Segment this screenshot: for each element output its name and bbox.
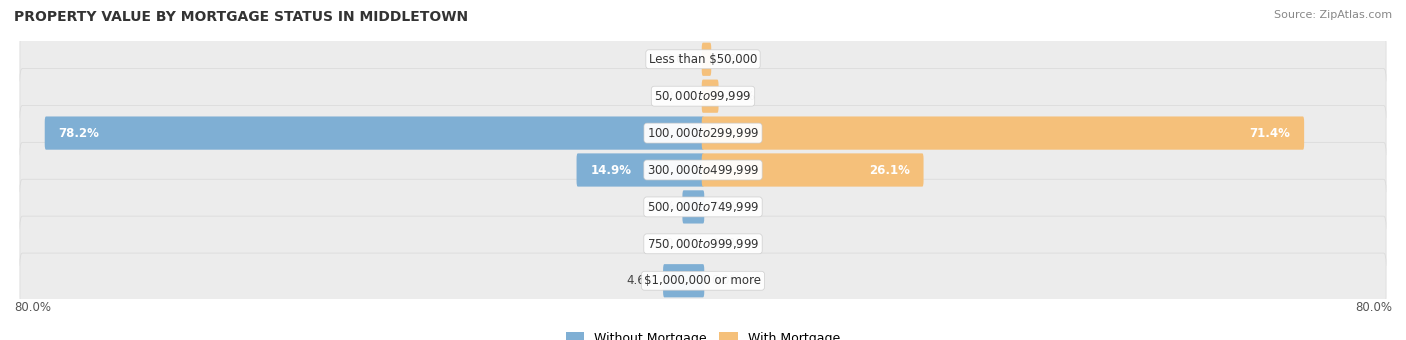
FancyBboxPatch shape [576, 153, 704, 187]
Text: 1.7%: 1.7% [725, 90, 755, 103]
Text: 0.0%: 0.0% [665, 237, 695, 250]
FancyBboxPatch shape [20, 253, 1386, 308]
FancyBboxPatch shape [20, 68, 1386, 124]
Text: 0.0%: 0.0% [711, 237, 741, 250]
Text: $1,000,000 or more: $1,000,000 or more [644, 274, 762, 287]
Text: $750,000 to $999,999: $750,000 to $999,999 [647, 237, 759, 251]
FancyBboxPatch shape [20, 105, 1386, 161]
Text: 80.0%: 80.0% [14, 301, 51, 314]
Text: Less than $50,000: Less than $50,000 [648, 53, 758, 66]
Text: 0.0%: 0.0% [665, 90, 695, 103]
FancyBboxPatch shape [682, 190, 704, 223]
Text: 4.6%: 4.6% [626, 274, 657, 287]
Text: 2.3%: 2.3% [645, 200, 675, 214]
FancyBboxPatch shape [664, 264, 704, 298]
Text: 71.4%: 71.4% [1250, 126, 1291, 140]
FancyBboxPatch shape [20, 179, 1386, 235]
Text: $300,000 to $499,999: $300,000 to $499,999 [647, 163, 759, 177]
Text: 26.1%: 26.1% [869, 164, 910, 176]
Text: $100,000 to $299,999: $100,000 to $299,999 [647, 126, 759, 140]
Text: 0.0%: 0.0% [665, 53, 695, 66]
Text: 80.0%: 80.0% [1355, 301, 1392, 314]
Legend: Without Mortgage, With Mortgage: Without Mortgage, With Mortgage [561, 327, 845, 340]
Text: 0.0%: 0.0% [711, 200, 741, 214]
FancyBboxPatch shape [20, 216, 1386, 272]
FancyBboxPatch shape [702, 153, 924, 187]
FancyBboxPatch shape [702, 117, 1305, 150]
FancyBboxPatch shape [20, 32, 1386, 87]
FancyBboxPatch shape [45, 117, 704, 150]
Text: 14.9%: 14.9% [591, 164, 631, 176]
FancyBboxPatch shape [702, 42, 711, 76]
Text: 78.2%: 78.2% [59, 126, 100, 140]
Text: 0.0%: 0.0% [711, 274, 741, 287]
Text: 0.83%: 0.83% [718, 53, 755, 66]
Text: $500,000 to $749,999: $500,000 to $749,999 [647, 200, 759, 214]
FancyBboxPatch shape [20, 142, 1386, 198]
FancyBboxPatch shape [702, 80, 718, 113]
Text: $50,000 to $99,999: $50,000 to $99,999 [654, 89, 752, 103]
Text: PROPERTY VALUE BY MORTGAGE STATUS IN MIDDLETOWN: PROPERTY VALUE BY MORTGAGE STATUS IN MID… [14, 10, 468, 24]
Text: Source: ZipAtlas.com: Source: ZipAtlas.com [1274, 10, 1392, 20]
